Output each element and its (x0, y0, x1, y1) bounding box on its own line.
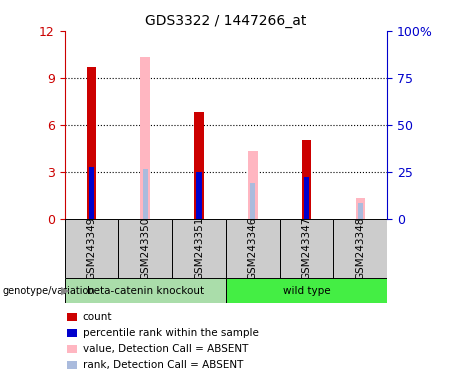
Text: GSM243349: GSM243349 (86, 217, 96, 280)
Bar (301, 141, 311, 219)
Text: beta-catenin knockout: beta-catenin knockout (87, 286, 204, 296)
Bar (89, 167, 94, 219)
Bar (142, 169, 148, 219)
Bar (358, 203, 363, 219)
Bar (248, 151, 258, 219)
Text: value, Detection Call = ABSENT: value, Detection Call = ABSENT (83, 344, 248, 354)
Bar (280, 219, 333, 278)
Bar (140, 57, 150, 219)
Bar (172, 219, 226, 278)
Bar (304, 177, 309, 219)
Bar (333, 219, 387, 278)
Text: wild type: wild type (283, 286, 331, 296)
Text: percentile rank within the sample: percentile rank within the sample (83, 328, 259, 338)
Text: genotype/variation: genotype/variation (2, 286, 95, 296)
Text: GSM243347: GSM243347 (301, 217, 312, 280)
Bar (194, 112, 204, 219)
Title: GDS3322 / 1447266_at: GDS3322 / 1447266_at (145, 14, 307, 28)
Bar (118, 219, 172, 278)
Text: ▶: ▶ (61, 286, 69, 296)
Bar (196, 172, 201, 219)
Bar (355, 199, 365, 219)
Bar (226, 278, 387, 303)
Bar (65, 278, 226, 303)
Text: GSM243346: GSM243346 (248, 217, 258, 280)
Text: GSM243351: GSM243351 (194, 217, 204, 280)
Bar (226, 219, 280, 278)
Text: rank, Detection Call = ABSENT: rank, Detection Call = ABSENT (83, 360, 243, 370)
Bar (65, 219, 118, 278)
Text: count: count (83, 312, 112, 322)
Bar (87, 67, 96, 219)
Text: GSM243350: GSM243350 (140, 217, 150, 280)
Bar (250, 183, 255, 219)
Text: GSM243348: GSM243348 (355, 217, 366, 280)
